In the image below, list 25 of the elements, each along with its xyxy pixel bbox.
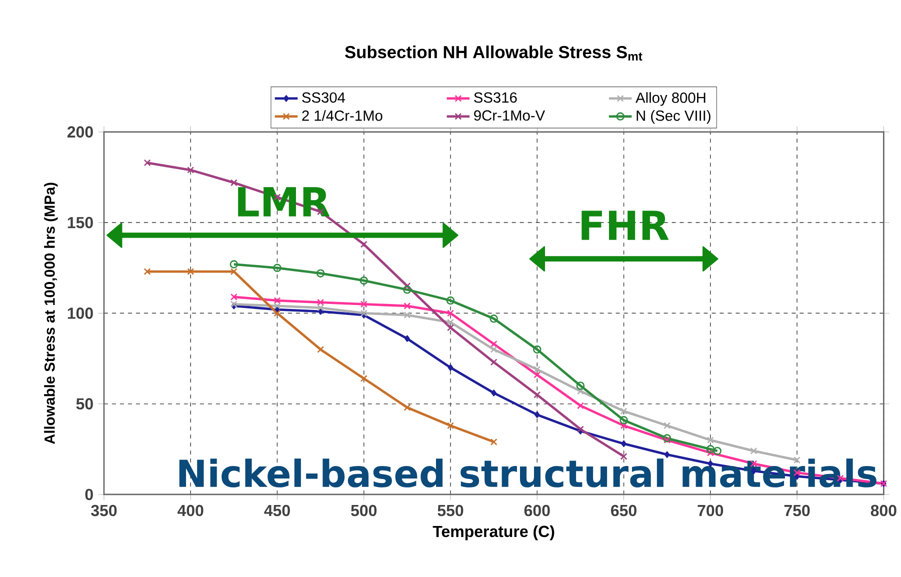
- annotation: FHR: [582, 210, 669, 240]
- y-tick-label: 100: [68, 308, 93, 319]
- x-tick-label: 450: [264, 504, 290, 516]
- legend-label: SS304: [302, 92, 346, 103]
- y-tick-label: 0: [85, 488, 93, 500]
- legend-label: N (Sec VIII): [636, 110, 710, 124]
- y-axis-title: Allowable Stress at 100,000 hrs (MPa): [44, 182, 58, 444]
- x-tick-label: 550: [438, 504, 464, 516]
- legend-label: SS316: [474, 92, 517, 103]
- x-tick-label: 800: [870, 504, 896, 516]
- y-tick-label: 50: [76, 398, 93, 410]
- x-tick-label: 650: [611, 504, 636, 516]
- legend-label: 2 1/4Cr-1Mo: [302, 110, 382, 121]
- y-tick-label: 150: [68, 216, 93, 228]
- x-tick-label: 400: [178, 504, 204, 516]
- y-tick-label: 200: [67, 126, 93, 138]
- chart-title: Subsection NH Allowable Stress S$_{mt}$: [345, 45, 642, 61]
- x-tick-label: 750: [784, 504, 810, 516]
- x-tick-label: 700: [698, 504, 724, 516]
- x-tick-label: 500: [351, 504, 377, 516]
- x-tick-label: 600: [524, 504, 550, 516]
- legend-label: 9Cr-1Mo-V: [474, 110, 546, 121]
- legend-label: Alloy 800H: [636, 92, 706, 106]
- x-axis-title: Temperature (C): [432, 525, 554, 540]
- x-tick-label: 350: [91, 504, 117, 516]
